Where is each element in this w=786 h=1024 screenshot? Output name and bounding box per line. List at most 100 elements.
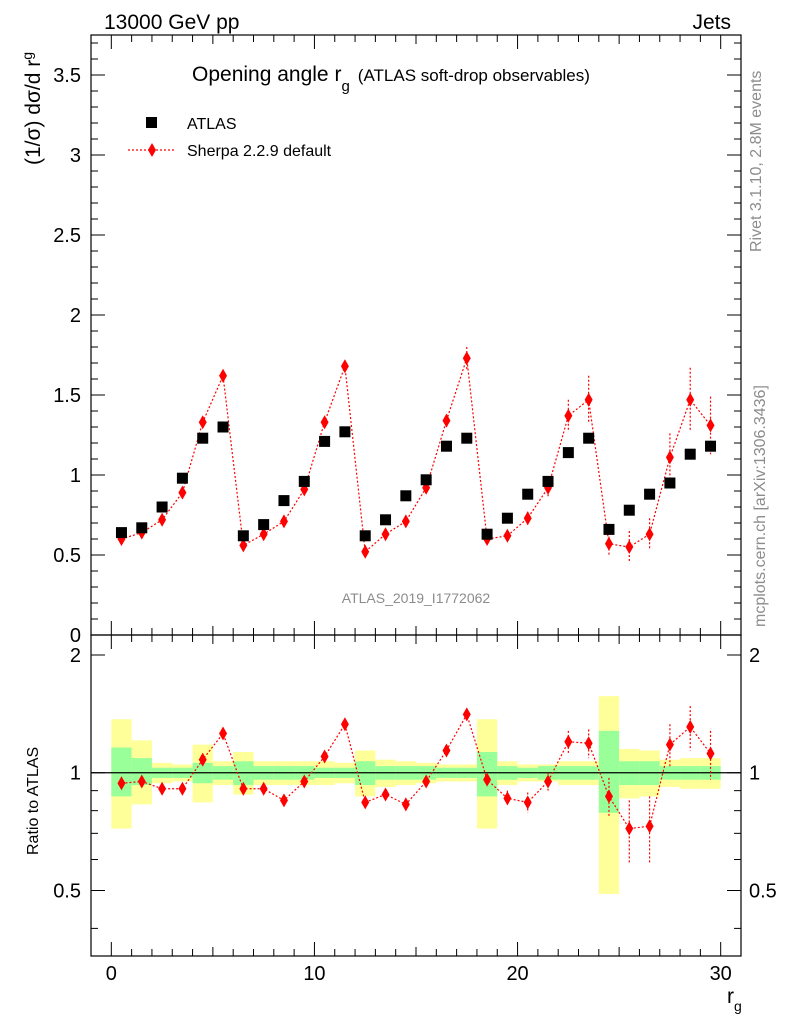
ratio-sherpa-point [401, 797, 410, 812]
atlas-point [217, 421, 229, 433]
ratio-sherpa-point [462, 707, 471, 722]
ratio-sherpa-point [158, 781, 167, 796]
ratio-y-tick-label-right: 2 [749, 645, 760, 667]
sherpa-point [279, 514, 288, 529]
ratio-y-tick-label: 0.5 [53, 880, 81, 902]
ratio-sherpa-point [584, 736, 593, 751]
ratio-sherpa-point [320, 749, 329, 764]
atlas-point [603, 523, 615, 535]
sherpa-point [198, 415, 207, 430]
atlas-point [542, 475, 554, 487]
ratio-sherpa-point [503, 791, 512, 806]
sherpa-point [584, 392, 593, 407]
atlas-point [440, 440, 452, 452]
legend: ATLAS Sherpa 2.2.9 default [128, 116, 332, 160]
y-tick-label: 1.5 [53, 385, 81, 407]
ratio-y-tick-label: 1 [70, 763, 81, 785]
sherpa-line [121, 358, 712, 554]
ratio-sherpa-point [706, 746, 715, 761]
sherpa-point [158, 512, 167, 527]
atlas-point [705, 440, 717, 452]
ratio-sherpa-point [300, 774, 309, 789]
x-axis-label-sub: g [734, 998, 742, 1014]
sherpa-point [564, 408, 573, 423]
ratio-y-tick-label: 2 [70, 645, 81, 667]
sherpa-point [645, 527, 654, 542]
atlas-point [522, 488, 534, 500]
atlas-point [400, 490, 412, 502]
sherpa-point [219, 368, 228, 383]
atlas-point [278, 495, 290, 507]
ratio-sherpa-point [442, 743, 451, 758]
main-y-axis-label-sub: g [19, 52, 35, 60]
atlas-point [339, 426, 351, 438]
ratio-sherpa-point [239, 781, 248, 796]
atlas-point [176, 472, 188, 484]
y-tick-label: 3 [70, 145, 81, 167]
plot-title: Opening angle rg (ATLAS soft-drop observa… [192, 63, 590, 95]
atlas-point [664, 477, 676, 489]
x-tick-label: 20 [506, 963, 528, 985]
y-tick-label: 1 [70, 465, 81, 487]
atlas-point [298, 475, 310, 487]
atlas-point [136, 522, 148, 534]
ratio-sherpa-point [604, 789, 613, 804]
ratio-panel: 0 10 20 30 0.5 0.5 1 1 2 2 [53, 634, 777, 985]
atlas-point [420, 474, 432, 486]
y-tick-label: 2 [70, 305, 81, 327]
ratio-sherpa-point [665, 737, 674, 752]
band-inner-bin [111, 747, 132, 797]
legend-sherpa-label: Sherpa 2.2.9 default [187, 143, 332, 160]
main-panel: 0 0.5 1 1.5 2 2.5 3 3.5 [53, 34, 742, 647]
ratio-sherpa-point [361, 795, 370, 810]
atlas-point [583, 432, 595, 444]
atlas-point [623, 504, 635, 516]
atlas-point [156, 501, 168, 513]
ratio-sherpa-point [645, 819, 654, 834]
sherpa-point [625, 540, 634, 554]
plot-title-main: Opening angle r [192, 63, 341, 86]
mcplots-label: mcplots.cern.ch [arXiv:1306.3436] [752, 385, 769, 627]
x-axis-label: rg [727, 985, 742, 1014]
sherpa-point [361, 544, 370, 559]
ratio-sherpa-point [686, 719, 695, 734]
y-tick-label: 0.5 [53, 545, 81, 567]
sherpa-point [239, 538, 248, 553]
rivet-version-label: Rivet 3.1.10, 2.8M events [748, 71, 765, 252]
plot-title-suffix: (ATLAS soft-drop observables) [358, 66, 590, 85]
atlas-point [237, 530, 249, 542]
atlas-point [644, 488, 656, 500]
atlas-point [461, 432, 473, 444]
analysis-watermark: ATLAS_2019_I1772062 [342, 590, 491, 606]
y-tick-label: 3.5 [53, 65, 81, 87]
ratio-sherpa-point [422, 774, 431, 789]
sherpa-point [381, 527, 390, 542]
sherpa-point [442, 413, 451, 428]
atlas-point [501, 512, 513, 524]
ratio-y-tick-label-right: 1 [749, 763, 760, 785]
sherpa-point [259, 527, 268, 542]
atlas-point [684, 448, 696, 460]
sherpa-point [503, 528, 512, 543]
atlas-point [359, 530, 371, 542]
ratio-sherpa-point [381, 787, 390, 802]
main-y-axis-label: (1/σ) dσ/d rg [19, 52, 45, 165]
y-tick-label: 0 [70, 625, 81, 647]
legend-sherpa-marker [148, 143, 156, 157]
atlas-point [258, 519, 270, 531]
ratio-sherpa-point [259, 781, 268, 796]
sherpa-point [462, 351, 471, 366]
ratio-sherpa-point [137, 774, 146, 789]
atlas-point [562, 447, 574, 459]
legend-atlas-label: ATLAS [187, 116, 237, 133]
band-inner-bin [131, 758, 152, 786]
band-inner-bin [598, 730, 620, 813]
atlas-point [115, 527, 127, 539]
sherpa-point [523, 511, 532, 526]
sherpa-point [320, 415, 329, 430]
ratio-y-tick-label-right: 0.5 [749, 880, 777, 902]
main-y-axis-label-text: (1/σ) dσ/d r [22, 60, 45, 165]
x-tick-label: 10 [303, 963, 325, 985]
header-left-label: 13000 GeV pp [104, 11, 239, 34]
